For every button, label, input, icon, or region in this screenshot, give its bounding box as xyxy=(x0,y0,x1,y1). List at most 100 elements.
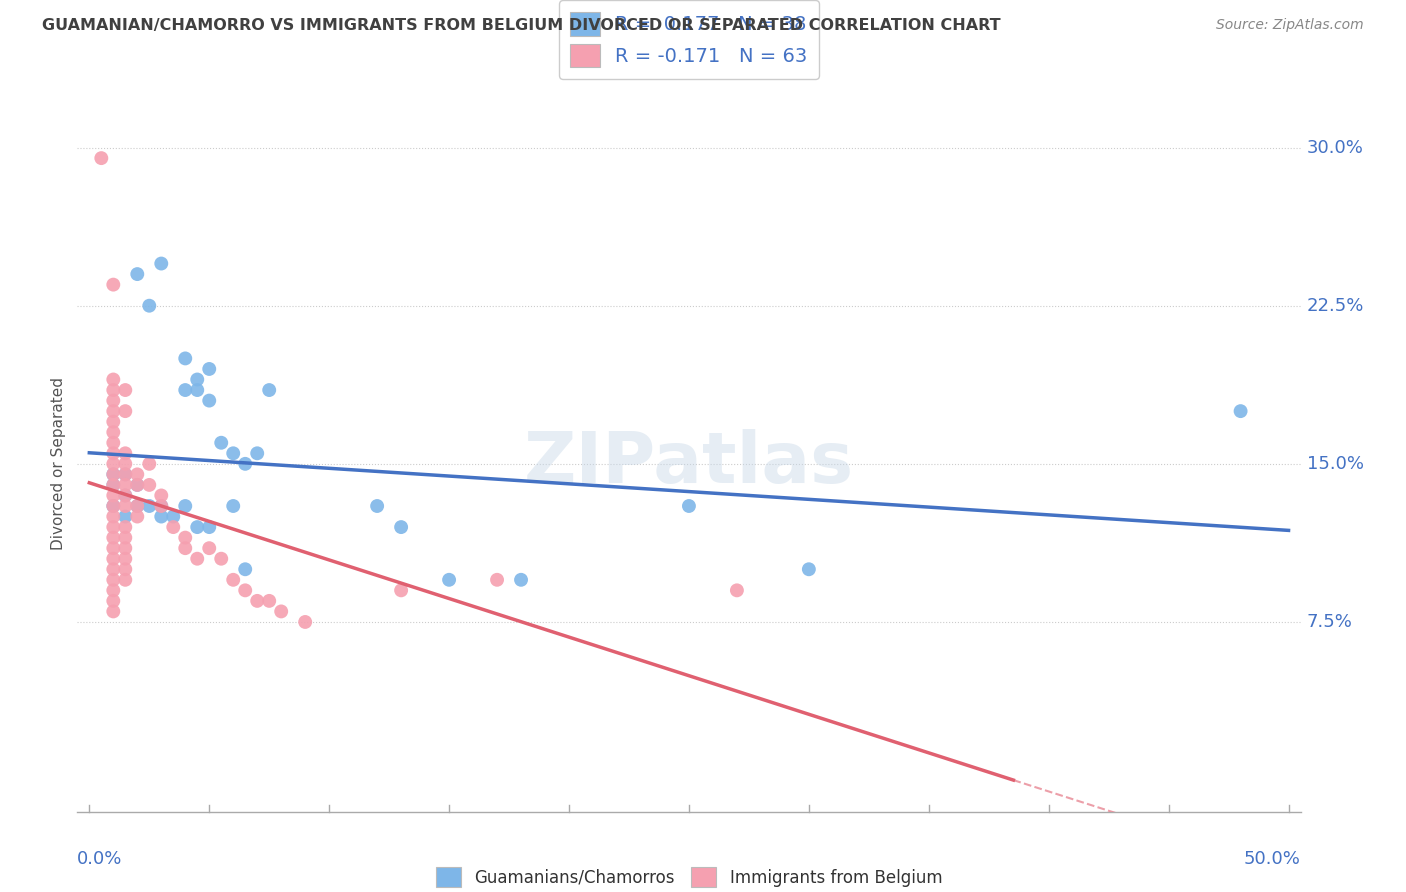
Point xyxy=(103,573,125,587)
Point xyxy=(510,573,533,587)
Point xyxy=(103,583,125,598)
Point xyxy=(233,583,256,598)
Point xyxy=(114,541,136,556)
Point xyxy=(114,488,136,502)
Point xyxy=(114,467,136,482)
Point xyxy=(198,520,221,534)
Point xyxy=(257,383,280,397)
Point xyxy=(103,520,125,534)
Point xyxy=(198,362,221,376)
Point xyxy=(186,372,208,386)
Point xyxy=(103,393,125,408)
Point xyxy=(103,425,125,440)
Point xyxy=(114,531,136,545)
Point xyxy=(127,509,149,524)
Point xyxy=(437,573,460,587)
Point xyxy=(127,478,149,492)
Text: 7.5%: 7.5% xyxy=(1306,613,1353,631)
Point xyxy=(270,604,292,618)
Point xyxy=(186,520,208,534)
Point xyxy=(103,478,125,492)
Point xyxy=(366,499,388,513)
Point xyxy=(103,531,125,545)
Point xyxy=(174,351,197,366)
Point xyxy=(103,478,125,492)
Text: ZIPatlas: ZIPatlas xyxy=(524,429,853,499)
Point xyxy=(138,299,160,313)
Point xyxy=(127,499,149,513)
Point xyxy=(127,478,149,492)
Point xyxy=(209,551,232,566)
Point xyxy=(186,383,208,397)
Point xyxy=(103,499,125,513)
Point xyxy=(103,372,125,386)
Point xyxy=(103,457,125,471)
Point xyxy=(127,499,149,513)
Point xyxy=(725,583,748,598)
Point xyxy=(103,562,125,576)
Point xyxy=(174,383,197,397)
Text: 30.0%: 30.0% xyxy=(1306,138,1364,157)
Point xyxy=(103,488,125,502)
Text: 22.5%: 22.5% xyxy=(1306,297,1364,315)
Text: 0.0%: 0.0% xyxy=(77,850,122,868)
Point xyxy=(103,446,125,460)
Point xyxy=(103,541,125,556)
Point xyxy=(222,573,245,587)
Point xyxy=(114,478,136,492)
Point xyxy=(678,499,700,513)
Point xyxy=(222,446,245,460)
Point xyxy=(222,499,245,513)
Point xyxy=(150,499,173,513)
Point xyxy=(114,562,136,576)
Point xyxy=(389,520,412,534)
Point xyxy=(162,509,184,524)
Point xyxy=(138,457,160,471)
Point xyxy=(103,467,125,482)
Point xyxy=(114,404,136,418)
Point xyxy=(103,383,125,397)
Point xyxy=(103,551,125,566)
Point xyxy=(209,435,232,450)
Point xyxy=(138,499,160,513)
Point xyxy=(174,541,197,556)
Point xyxy=(114,383,136,397)
Point xyxy=(103,467,125,482)
Point xyxy=(150,488,173,502)
Point xyxy=(294,615,316,629)
Point xyxy=(114,446,136,460)
Point xyxy=(103,509,125,524)
Legend: Guamanians/Chamorros, Immigrants from Belgium: Guamanians/Chamorros, Immigrants from Be… xyxy=(429,860,949,892)
Point xyxy=(198,541,221,556)
Point xyxy=(90,151,112,165)
Point xyxy=(246,446,269,460)
Point xyxy=(103,499,125,513)
Text: 15.0%: 15.0% xyxy=(1306,455,1364,473)
Point xyxy=(138,478,160,492)
Point xyxy=(103,277,125,292)
Point xyxy=(103,594,125,608)
Point xyxy=(127,467,149,482)
Point xyxy=(246,594,269,608)
Point xyxy=(103,404,125,418)
Point xyxy=(114,509,136,524)
Text: GUAMANIAN/CHAMORRO VS IMMIGRANTS FROM BELGIUM DIVORCED OR SEPARATED CORRELATION : GUAMANIAN/CHAMORRO VS IMMIGRANTS FROM BE… xyxy=(42,18,1001,33)
Point xyxy=(233,562,256,576)
Point xyxy=(797,562,820,576)
Point xyxy=(114,499,136,513)
Point xyxy=(114,467,136,482)
Point xyxy=(103,604,125,618)
Y-axis label: Divorced or Separated: Divorced or Separated xyxy=(51,377,66,550)
Point xyxy=(257,594,280,608)
Point xyxy=(233,457,256,471)
Text: Source: ZipAtlas.com: Source: ZipAtlas.com xyxy=(1216,18,1364,32)
Point xyxy=(174,531,197,545)
Point xyxy=(114,573,136,587)
Point xyxy=(114,488,136,502)
Point xyxy=(114,551,136,566)
Point xyxy=(389,583,412,598)
Point xyxy=(162,520,184,534)
Point xyxy=(103,415,125,429)
Point xyxy=(127,267,149,281)
Text: 50.0%: 50.0% xyxy=(1244,850,1301,868)
